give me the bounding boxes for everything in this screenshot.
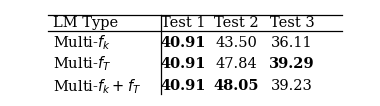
Text: Test 2: Test 2 xyxy=(214,16,258,30)
Text: LM Type: LM Type xyxy=(53,16,119,30)
Text: 40.91: 40.91 xyxy=(160,57,206,71)
Text: 40.91: 40.91 xyxy=(160,79,206,93)
Text: Multi-$f_k$: Multi-$f_k$ xyxy=(53,34,111,52)
Text: 43.50: 43.50 xyxy=(215,36,257,50)
Text: Test 3: Test 3 xyxy=(269,16,314,30)
Text: 48.05: 48.05 xyxy=(213,79,259,93)
Text: 40.91: 40.91 xyxy=(160,36,206,50)
Text: Test 1: Test 1 xyxy=(161,16,205,30)
Text: 47.84: 47.84 xyxy=(215,57,257,71)
Text: 39.23: 39.23 xyxy=(271,79,313,93)
Text: 39.29: 39.29 xyxy=(269,57,315,71)
Text: Multi-$f_T$: Multi-$f_T$ xyxy=(53,55,112,73)
Text: Multi-$f_k + f_T$: Multi-$f_k + f_T$ xyxy=(53,77,141,96)
Text: 36.11: 36.11 xyxy=(271,36,313,50)
